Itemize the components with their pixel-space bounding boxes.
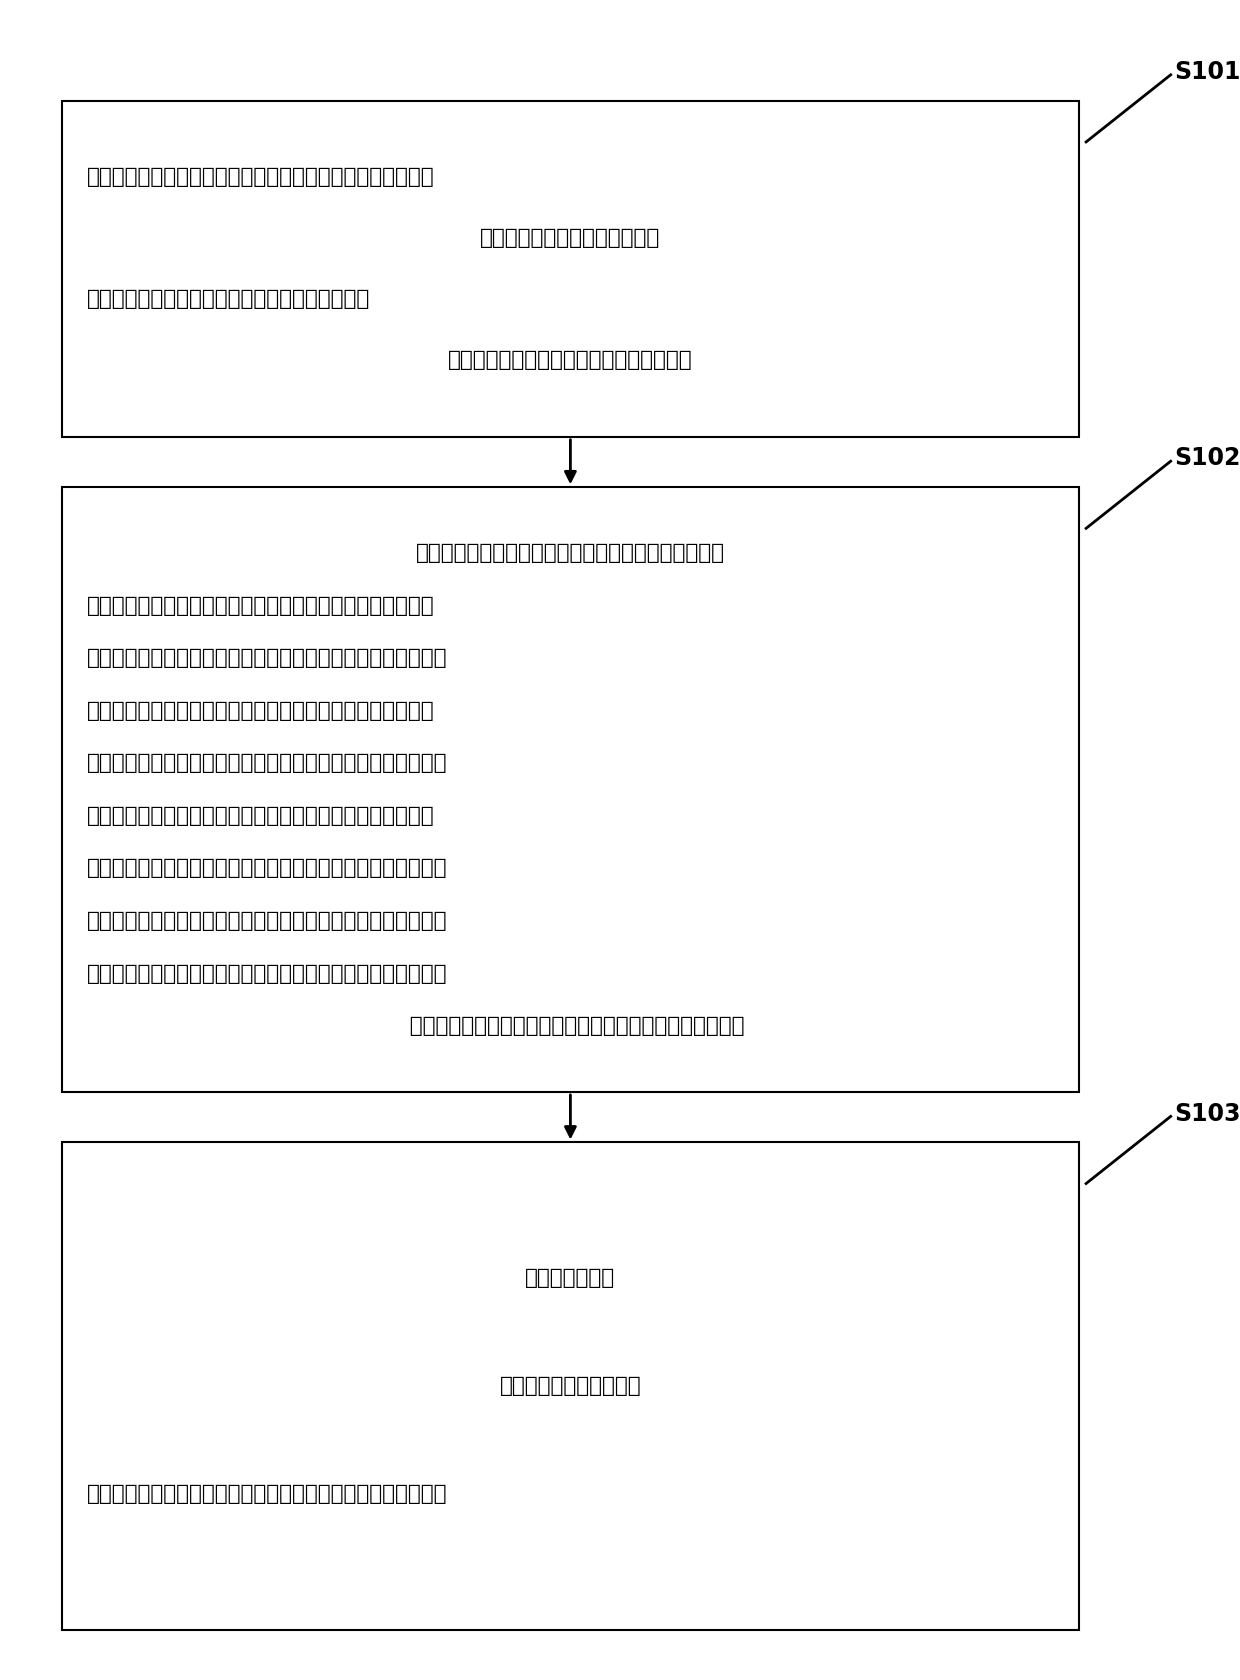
Text: 监测浓缩液容器的温度；: 监测浓缩液容器的温度； (500, 1376, 641, 1396)
Text: 或低于自身注液位，或浓缩液的液面位置处于或低于自身空液: 或低于自身注液位，或浓缩液的液面位置处于或低于自身空液 (87, 701, 434, 721)
Text: 当清洗液的液面位置处于或低于自身注液位时，监测纯化水容: 当清洗液的液面位置处于或低于自身注液位时，监测纯化水容 (87, 595, 434, 615)
Text: 水、浓缩液混合后进入清洗液容器；监测清洗液、纯化水、浓缩: 水、浓缩液混合后进入清洗液容器；监测清洗液、纯化水、浓缩 (87, 858, 448, 879)
Text: 位，则停止配液动作；如果纯化水的液面位置高于自身注液位，: 位，则停止配液动作；如果纯化水的液面位置高于自身注液位， (87, 753, 448, 773)
Text: 低于自身注液位、浓缩液的液面位置处于或低于自身空液位: 低于自身注液位、浓缩液的液面位置处于或低于自身空液位 (396, 1016, 745, 1037)
Text: 控制浓缩液容器的温度与标准温度之间的差值在许可误差范围内: 控制浓缩液容器的温度与标准温度之间的差值在许可误差范围内 (87, 1483, 448, 1504)
Text: 动作：清洗液的液面位置到达满液位、纯化水的液面位置处于或: 动作：清洗液的液面位置到达满液位、纯化水的液面位置处于或 (87, 964, 448, 984)
Text: 预先设定浓缩液容器的标准温度及许可误差: 预先设定浓缩液容器的标准温度及许可误差 (448, 351, 693, 370)
Text: S102: S102 (1174, 447, 1240, 470)
Bar (62, 1142, 1079, 1630)
Text: 且浓缩液的液面位置高于自身空液位，则开始配液动作，纯化: 且浓缩液的液面位置高于自身空液位，则开始配液动作，纯化 (87, 806, 434, 827)
Text: 液面控制步骤：监测清洗液容器中清洗液的液面位置；: 液面控制步骤：监测清洗液容器中清洗液的液面位置； (415, 543, 725, 563)
Bar (62, 101, 1079, 437)
Text: 预先设定浓缩液容器的空液位；: 预先设定浓缩液容器的空液位； (480, 228, 661, 249)
Text: 预先设定清洗液容器的空液位、注液位、满液位；: 预先设定清洗液容器的空液位、注液位、满液位； (87, 289, 370, 309)
Text: S101: S101 (1174, 60, 1240, 84)
Text: S103: S103 (1174, 1102, 1240, 1126)
Bar (62, 487, 1079, 1092)
Text: 器、浓缩液容器中液体的液面位置；如果纯化水的液面位置处于: 器、浓缩液容器中液体的液面位置；如果纯化水的液面位置处于 (87, 648, 448, 669)
Text: 温度控制步骤：: 温度控制步骤： (526, 1268, 615, 1289)
Text: 液的液面位置，当发生下列三种情况中的一种或多种时停止配液: 液的液面位置，当发生下列三种情况中的一种或多种时停止配液 (87, 911, 448, 931)
Text: 设定步骤：预先设定纯化水容器的空液位、注液位、满液位；: 设定步骤：预先设定纯化水容器的空液位、注液位、满液位； (87, 168, 434, 186)
